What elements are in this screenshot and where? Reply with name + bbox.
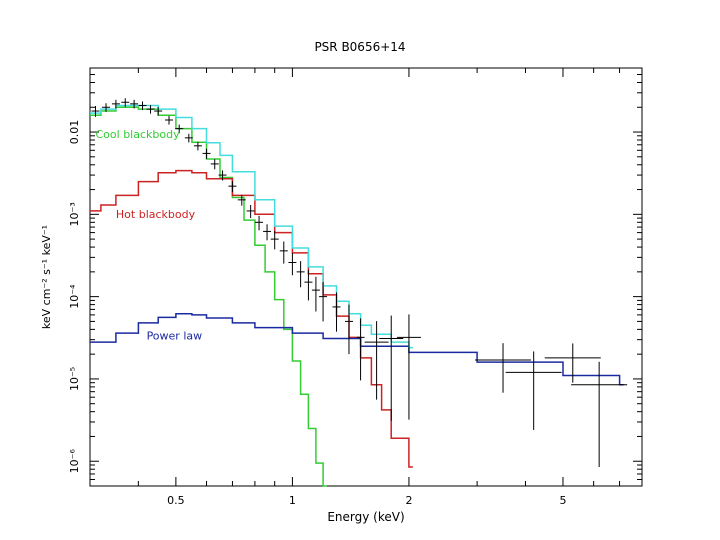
data-point bbox=[246, 205, 255, 219]
data-point bbox=[91, 106, 100, 117]
y-tick-label: 10⁻⁴ bbox=[68, 284, 81, 309]
x-tick-label: 1 bbox=[289, 494, 296, 507]
data-point bbox=[210, 159, 219, 170]
data-point bbox=[379, 315, 404, 421]
data-point bbox=[146, 105, 155, 114]
y-axis-label: keV cm⁻² s⁻¹ keV⁻¹ bbox=[40, 225, 53, 329]
data-point bbox=[544, 343, 601, 383]
plot-frame bbox=[89, 67, 643, 487]
data-point bbox=[237, 194, 246, 206]
series-cool-blackbody bbox=[90, 106, 328, 487]
data-point bbox=[130, 99, 139, 109]
x-tick-label: 2 bbox=[405, 494, 412, 507]
y-tick-label: 10⁻⁶ bbox=[68, 449, 81, 474]
data-point bbox=[304, 270, 313, 301]
data-point bbox=[356, 318, 365, 381]
data-point bbox=[154, 106, 163, 116]
data-point bbox=[396, 314, 421, 420]
y-tick-label: 10⁻³ bbox=[68, 202, 81, 226]
data-point bbox=[193, 141, 202, 151]
data-point bbox=[218, 170, 227, 181]
data-point bbox=[202, 148, 211, 159]
data-point bbox=[311, 276, 320, 312]
series-hot-blackbody bbox=[90, 169, 413, 468]
data-point bbox=[255, 215, 264, 231]
data-point bbox=[344, 304, 353, 355]
x-axis-label: Energy (keV) bbox=[327, 510, 404, 524]
x-tick-label: 0.5 bbox=[167, 494, 185, 507]
data-point bbox=[121, 98, 130, 107]
x-tick-label: 5 bbox=[559, 494, 566, 507]
model-curves bbox=[90, 104, 624, 487]
data-point bbox=[270, 231, 279, 250]
chart-title: PSR B0656+14 bbox=[314, 40, 405, 54]
y-tick-label: 0.01 bbox=[68, 120, 81, 145]
data-point bbox=[364, 321, 389, 400]
data-point bbox=[296, 261, 305, 288]
annotations: Cool blackbody Hot blackbody Power law bbox=[96, 128, 203, 343]
annotation-hot-blackbody: Hot blackbody bbox=[116, 208, 196, 221]
annotation-cool-blackbody: Cool blackbody bbox=[96, 128, 181, 141]
data-point bbox=[319, 282, 328, 322]
series-total-model bbox=[90, 104, 413, 349]
y-tick-label: 10⁻⁵ bbox=[68, 367, 81, 391]
y-axis: 0.01 10⁻³ 10⁻⁴ 10⁻⁵ 10⁻⁶ bbox=[68, 67, 642, 487]
data-point bbox=[228, 181, 237, 192]
data-point bbox=[279, 241, 288, 264]
annotation-power-law: Power law bbox=[147, 330, 203, 343]
data-points bbox=[91, 98, 628, 468]
x-axis: 0.5 1 2 5 bbox=[89, 68, 621, 507]
series-power-law bbox=[90, 312, 624, 386]
data-point bbox=[505, 351, 562, 430]
data-point bbox=[475, 343, 532, 393]
data-point bbox=[138, 101, 147, 111]
data-point bbox=[571, 361, 628, 468]
data-point bbox=[175, 124, 184, 134]
data-point bbox=[102, 103, 111, 112]
data-point bbox=[165, 115, 174, 125]
data-point bbox=[111, 99, 120, 109]
data-point bbox=[332, 292, 341, 332]
data-point bbox=[288, 253, 297, 276]
data-point bbox=[184, 133, 193, 143]
data-point bbox=[263, 224, 272, 241]
